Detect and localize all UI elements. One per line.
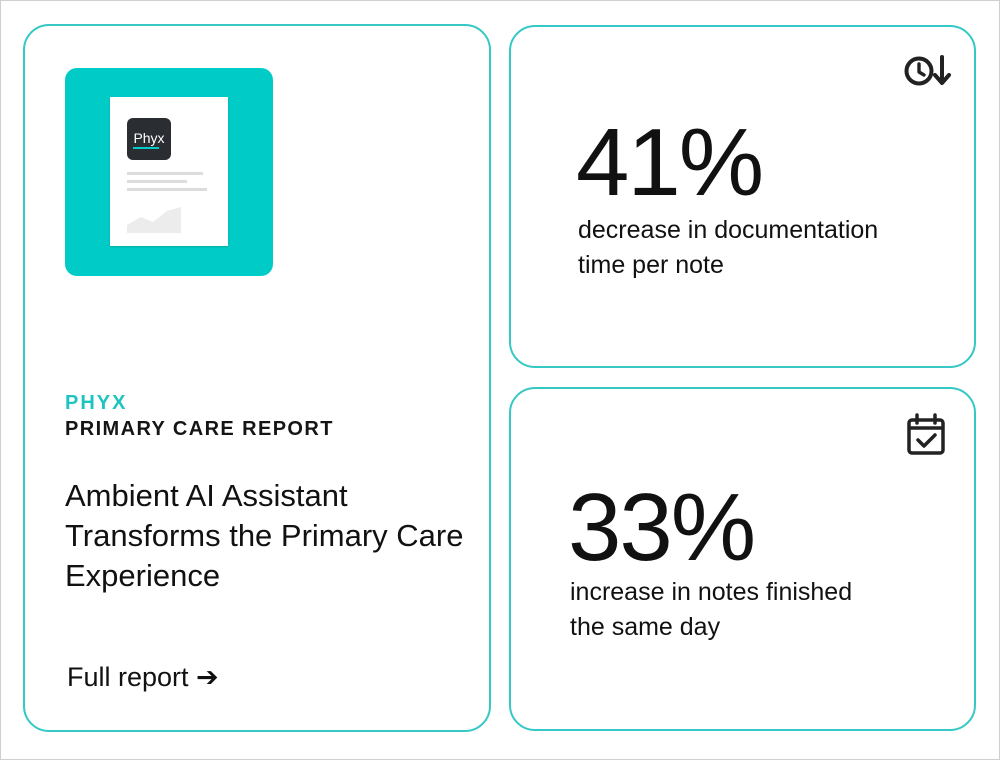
calendar-check-icon	[907, 413, 945, 455]
report-title: Ambient AI Assistant Transforms the Prim…	[65, 478, 464, 593]
report-subtitle: PRIMARY CARE REPORT	[65, 418, 334, 440]
document-preview: Phyx	[110, 97, 228, 246]
stat-card-documentation-time: 41% decrease in documentation time per n…	[509, 25, 976, 368]
stat-value: 41%	[576, 109, 764, 216]
document-chart-icon	[127, 207, 181, 233]
report-thumbnail: Phyx	[65, 68, 273, 276]
document-text-line	[127, 172, 203, 175]
stat-description: decrease in documentation time per note	[578, 216, 879, 279]
clock-down-arrow-icon	[904, 55, 951, 86]
report-card[interactable]: Phyx PHYX PRIMARY CARE REPORT Ambient AI…	[23, 24, 491, 732]
stat-card-same-day-notes: 33% increase in notes finished the same …	[509, 387, 976, 731]
phyx-logo: Phyx	[127, 118, 171, 160]
document-text-line	[127, 180, 187, 183]
document-text-line	[127, 188, 207, 191]
stat-description: increase in notes finished the same day	[570, 578, 853, 641]
logo-text: Phyx	[133, 130, 165, 146]
brand-label: PHYX	[65, 392, 128, 414]
full-report-link[interactable]: Full report ➔	[67, 662, 219, 692]
logo-underline	[133, 147, 159, 149]
stat-value: 33%	[568, 474, 756, 581]
